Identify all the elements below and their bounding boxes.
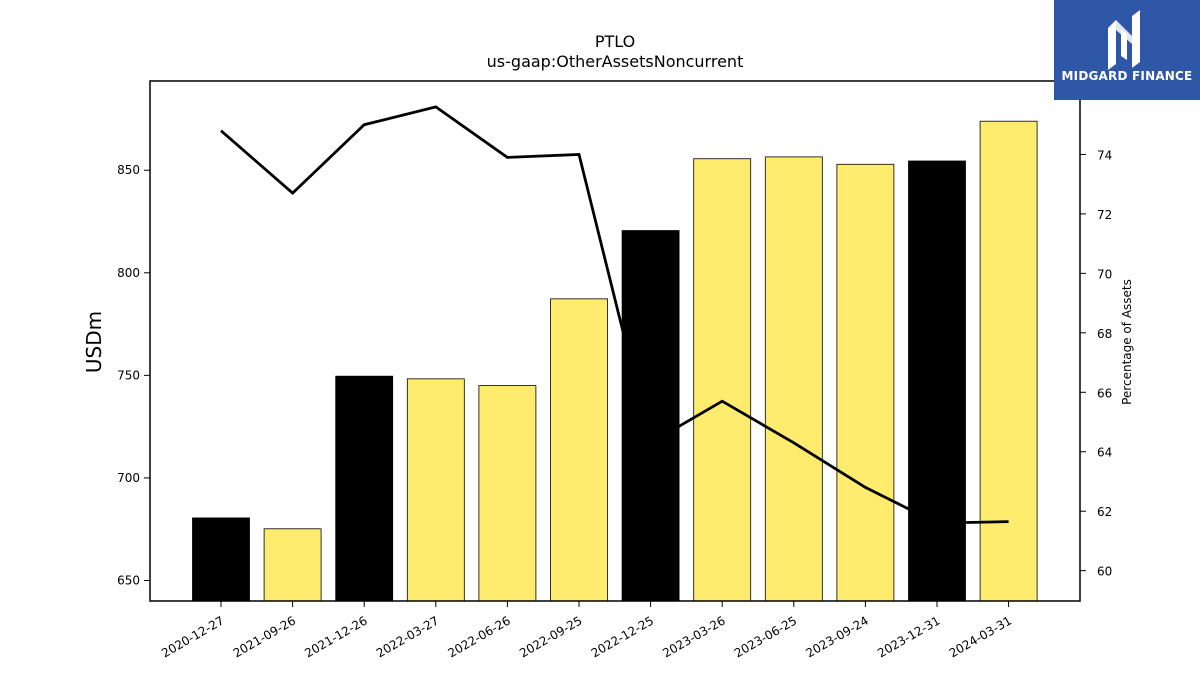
midgard-finance-logo: MIDGARD FINANCE [1054, 0, 1200, 100]
line-group [220, 105, 1009, 525]
y2-tick-label: 60 [1097, 565, 1112, 579]
x-tick-label: 2023-06-25 [732, 613, 799, 660]
x-axis-ticks: 2020-12-27 2021-09-26 2021-12-26 2022-03-27… [159, 601, 1014, 660]
bar-2023-03-26 [693, 158, 752, 602]
y2-tick-label: 70 [1097, 267, 1112, 281]
chart-subtitle: us-gaap:OtherAssetsNoncurrent [486, 52, 744, 71]
y-tick-label: 850 [117, 163, 140, 177]
bar-2022-12-25 [621, 230, 680, 602]
bar-2023-06-25 [764, 156, 823, 602]
y2-axis-label: Percentage of Assets [1120, 279, 1134, 405]
y-axis-label: USDm [82, 310, 106, 374]
x-tick-label: 2021-09-26 [231, 613, 298, 660]
y2-tick-label: 62 [1097, 505, 1112, 519]
y2-tick-label: 64 [1097, 446, 1112, 460]
bar-2022-09-25 [550, 298, 608, 602]
y2-tick-label: 66 [1097, 386, 1112, 400]
x-tick-label: 2022-09-25 [517, 613, 584, 660]
right-axis-ticks: 60 62 64 66 68 70 72 74 [1080, 148, 1112, 579]
bar-2021-12-26 [335, 375, 394, 602]
midgard-logo-icon [1108, 10, 1140, 70]
logo-text: MIDGARD FINANCE [1061, 69, 1193, 83]
bar-2024-03-31 [979, 120, 1038, 602]
x-tick-label: 2023-09-24 [803, 613, 870, 660]
y2-tick-label: 68 [1097, 327, 1112, 341]
y-tick-label: 700 [117, 471, 140, 485]
x-tick-label: 2023-12-31 [875, 613, 942, 660]
y2-tick-label: 74 [1097, 148, 1112, 162]
y-tick-label: 650 [117, 573, 140, 587]
bar-2023-09-24 [836, 163, 895, 602]
left-axis-ticks: 650 700 750 800 850 [117, 163, 150, 587]
x-tick-label: 2022-03-27 [374, 613, 441, 660]
bar-2020-12-27 [192, 517, 250, 602]
bar-2022-03-27 [406, 378, 465, 602]
chart-title: PTLO [594, 32, 636, 51]
x-tick-label: 2020-12-27 [159, 613, 226, 660]
y-tick-label: 800 [117, 266, 140, 280]
bar-2021-09-26 [263, 528, 322, 602]
x-tick-label: 2021-12-26 [302, 613, 369, 660]
plot-frame [149, 80, 1081, 602]
bar-2022-06-26 [478, 385, 537, 602]
x-tick-label: 2023-03-26 [660, 613, 727, 660]
y2-tick-label: 72 [1097, 208, 1112, 222]
y-tick-label: 750 [117, 368, 140, 382]
x-tick-label: 2022-12-25 [589, 613, 656, 660]
x-tick-label: 2022-06-26 [445, 613, 512, 660]
percentage-line [220, 105, 1009, 525]
bar-2023-12-31 [908, 160, 966, 602]
x-tick-label: 2024-03-31 [947, 613, 1014, 660]
bars-group [192, 120, 1038, 602]
